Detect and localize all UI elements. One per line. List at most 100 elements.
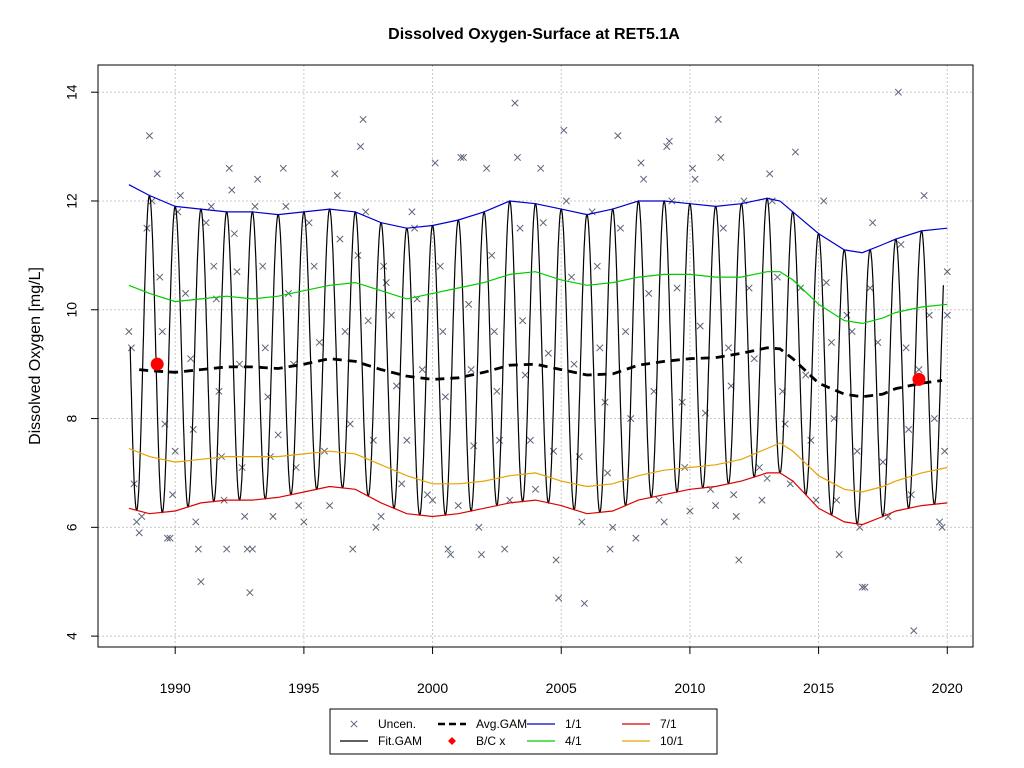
chart-title: Dissolved Oxygen-Surface at RET5.1A [388,26,680,43]
data-point-stroke [673,284,681,292]
data-point-stroke [869,219,877,227]
data-point-stroke [501,545,509,553]
series-line-fit-gam [129,194,944,525]
data-point-stroke [429,496,437,504]
data-point [719,224,727,232]
legend-item-jul1: 7/1 [622,717,677,731]
data-point [861,583,869,591]
data-point-stroke [436,262,444,270]
data-point-stroke [251,202,259,210]
data-point-stroke [207,202,215,210]
data-point [552,556,560,564]
data-point [501,545,509,553]
data-point [392,382,401,390]
data-point [856,523,864,531]
data-point [807,436,815,444]
data-point [714,115,722,123]
x-tick-label: 1995 [288,680,319,696]
data-point-stroke [843,311,851,319]
data-point [138,512,146,521]
data-point [593,262,601,270]
data-point-stroke [269,512,277,521]
data-point [274,431,282,439]
data-point [346,420,354,428]
data-point-stroke [382,279,390,287]
data-point-stroke [861,583,869,591]
data-point-stroke [812,496,820,504]
data-point-stroke [544,349,552,357]
data-point-stroke [596,344,604,352]
data-point-stroke [807,436,815,444]
data-point-stroke [660,518,668,526]
data-point-stroke [148,197,156,205]
data-point-stroke [763,474,771,482]
data-point-stroke [362,208,370,216]
data-point [166,534,174,542]
data-point-stroke [833,496,841,504]
legend-swatch [448,737,456,745]
data-point-stroke [938,523,946,531]
data-point-stroke [349,545,357,553]
data-point-stroke [614,132,622,140]
data-point [920,191,928,200]
data-point [194,545,202,553]
data-point-stroke [457,153,465,162]
data-point [387,311,395,319]
series-line-apr1 [128,271,948,325]
data-point [259,262,267,270]
data-point-stroke [444,545,452,553]
legend-swatch [350,720,358,728]
data-point [596,344,604,352]
data-point-stroke [531,485,540,493]
data-point-stroke [714,115,722,123]
data-point [833,496,841,504]
data-point [467,366,475,374]
data-point-stroke [717,153,725,162]
data-point-stroke [755,463,763,472]
data-point-stroke [475,523,483,531]
legend-label: Avg.GAM [476,717,527,731]
data-point-stroke [786,480,794,488]
data-point [223,545,231,553]
data-point-stroke [622,327,630,336]
data-point [531,485,540,493]
data-point-stroke [820,197,828,205]
axes: 1990 1995 2000 2005 2010 2015 2020 4 6 8 10 12 14 [64,64,974,696]
data-point-stroke [539,219,547,227]
data-point-stroke [454,502,462,510]
data-point-stroke [372,523,380,531]
data-point [488,251,496,259]
data-point-stroke [750,355,758,363]
data-point-stroke [696,322,704,330]
data-point-stroke [604,469,612,477]
data-point-stroke [719,224,727,232]
data-point [925,311,933,319]
legend-label: 4/1 [565,734,582,748]
data-point-stroke [632,534,640,542]
data-point [580,599,588,608]
data-point [490,327,498,336]
data-point [866,284,874,292]
data-point-stroke [210,262,218,270]
legend-item-avg: Avg.GAM [438,717,527,731]
data-point-stroke [578,518,586,526]
data-point-stroke [246,589,254,597]
data-point-stroke [526,436,534,444]
data-point [207,202,215,210]
data-point [910,627,918,635]
data-point-stroke [935,518,944,526]
data-point-stroke [398,480,406,488]
data-point [616,224,624,232]
data-point-stroke [171,447,179,455]
data-point [305,219,313,227]
data-point-stroke [511,99,519,107]
data-point [578,518,586,526]
data-point-stroke [495,436,504,444]
data-point-stroke [894,88,902,96]
data-point [894,88,902,96]
data-point-stroke [418,366,426,374]
data-point-stroke [295,502,303,510]
data-point-stroke [174,208,182,216]
data-point [326,502,334,510]
